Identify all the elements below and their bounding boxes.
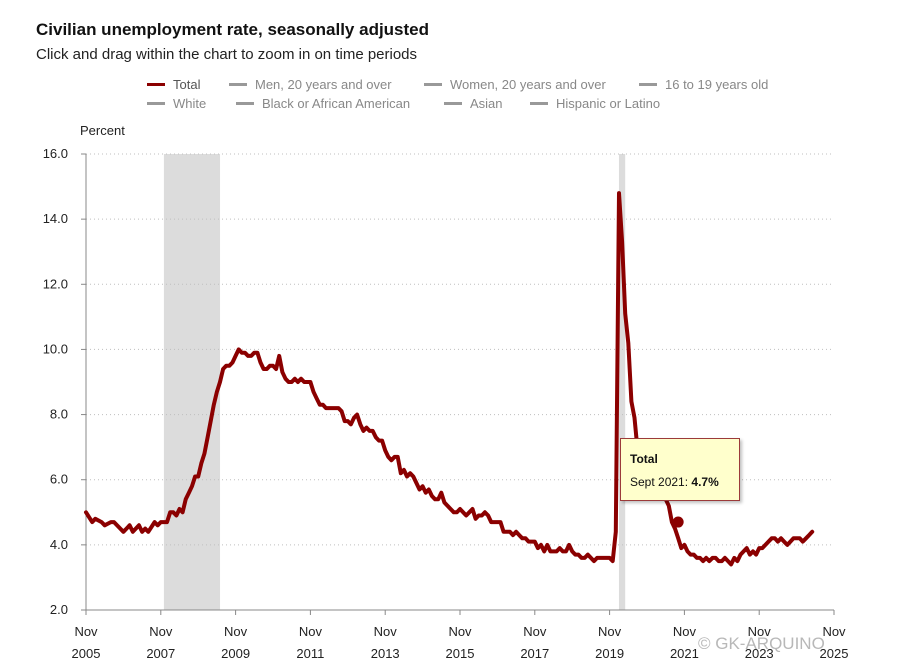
legend-swatch xyxy=(147,83,165,86)
x-tick-label-month: Nov xyxy=(673,624,697,639)
x-tick-label-month: Nov xyxy=(822,624,846,639)
x-tick-label-month: Nov xyxy=(448,624,472,639)
y-tick-label: 14.0 xyxy=(43,211,68,226)
legend-item-hispanic[interactable]: Hispanic or Latino xyxy=(530,96,660,111)
y-tick-label: 16.0 xyxy=(43,146,68,161)
legend-item-asian[interactable]: Asian xyxy=(444,96,503,111)
legend-swatch xyxy=(444,102,462,105)
x-tick-label-year: 2023 xyxy=(745,646,774,661)
legend-label: 16 to 19 years old xyxy=(665,77,769,92)
legend-item-men[interactable]: Men, 20 years and over xyxy=(229,77,392,92)
legend-label: Total xyxy=(173,77,201,92)
y-axis-label: Percent xyxy=(80,123,125,138)
recession-band xyxy=(618,154,626,610)
tooltip-date: Sept 2021: xyxy=(630,475,689,489)
x-tick-label-year: 2019 xyxy=(595,646,624,661)
data-tooltip: Total Sept 2021: 4.7% xyxy=(620,438,740,501)
chart-title: Civilian unemployment rate, seasonally a… xyxy=(36,20,430,39)
x-tick-label-month: Nov xyxy=(149,624,173,639)
x-tick-label-month: Nov xyxy=(523,624,547,639)
legend-item-white[interactable]: White xyxy=(147,96,206,111)
x-tick-label-year: 2017 xyxy=(520,646,549,661)
legend-swatch xyxy=(236,102,254,105)
watermark: © GK-ARQUINO xyxy=(698,634,825,653)
x-tick-label-month: Nov xyxy=(748,624,772,639)
x-tick-label-year: 2013 xyxy=(371,646,400,661)
x-tick-label-year: 2009 xyxy=(221,646,250,661)
legend-item-black[interactable]: Black or African American xyxy=(236,96,410,111)
legend-item-women[interactable]: Women, 20 years and over xyxy=(424,77,606,92)
legend-label: White xyxy=(173,96,207,111)
legend-swatch xyxy=(639,83,657,86)
y-tick-label: 4.0 xyxy=(50,537,68,552)
x-tick-label-year: 2021 xyxy=(670,646,699,661)
legend-label: Women, 20 years and over xyxy=(450,77,606,92)
y-tick-label: 6.0 xyxy=(50,472,68,487)
legend-swatch xyxy=(147,102,165,105)
legend-swatch xyxy=(424,83,442,86)
legend-swatch xyxy=(229,83,247,86)
x-tick-label-month: Nov xyxy=(598,624,622,639)
legend-item-teens[interactable]: 16 to 19 years old xyxy=(639,77,768,92)
tooltip-title: Total xyxy=(630,452,658,466)
legend-label: Asian xyxy=(470,96,503,111)
x-tick-label-month: Nov xyxy=(224,624,248,639)
x-tick-label-year: 2007 xyxy=(146,646,175,661)
series-line-total xyxy=(84,191,815,567)
chart-subtitle: Click and drag within the chart to zoom … xyxy=(36,46,418,63)
legend-label: Men, 20 years and over xyxy=(255,77,392,92)
x-tick-label-month: Nov xyxy=(299,624,323,639)
legend-label: Black or African American xyxy=(262,96,411,111)
x-tick-label-year: 2015 xyxy=(446,646,475,661)
x-tick-label-year: 2025 xyxy=(820,646,849,661)
y-tick-label: 12.0 xyxy=(43,276,68,291)
legend-swatch xyxy=(530,102,548,105)
highlight-point xyxy=(672,516,684,528)
x-tick-label-month: Nov xyxy=(74,624,98,639)
recession-band xyxy=(163,154,221,610)
legend-item-total[interactable]: Total xyxy=(147,77,200,92)
tooltip-line: Sept 2021: 4.7% xyxy=(630,475,719,489)
tooltip-value: 4.7% xyxy=(691,475,719,489)
y-tick-label: 10.0 xyxy=(43,341,68,356)
y-tick-label: 2.0 xyxy=(50,602,68,617)
x-tick-label-year: 2005 xyxy=(72,646,101,661)
x-tick-label-year: 2011 xyxy=(296,646,324,661)
legend-label: Hispanic or Latino xyxy=(556,96,661,111)
y-tick-label: 8.0 xyxy=(50,407,68,422)
x-tick-label-month: Nov xyxy=(374,624,398,639)
